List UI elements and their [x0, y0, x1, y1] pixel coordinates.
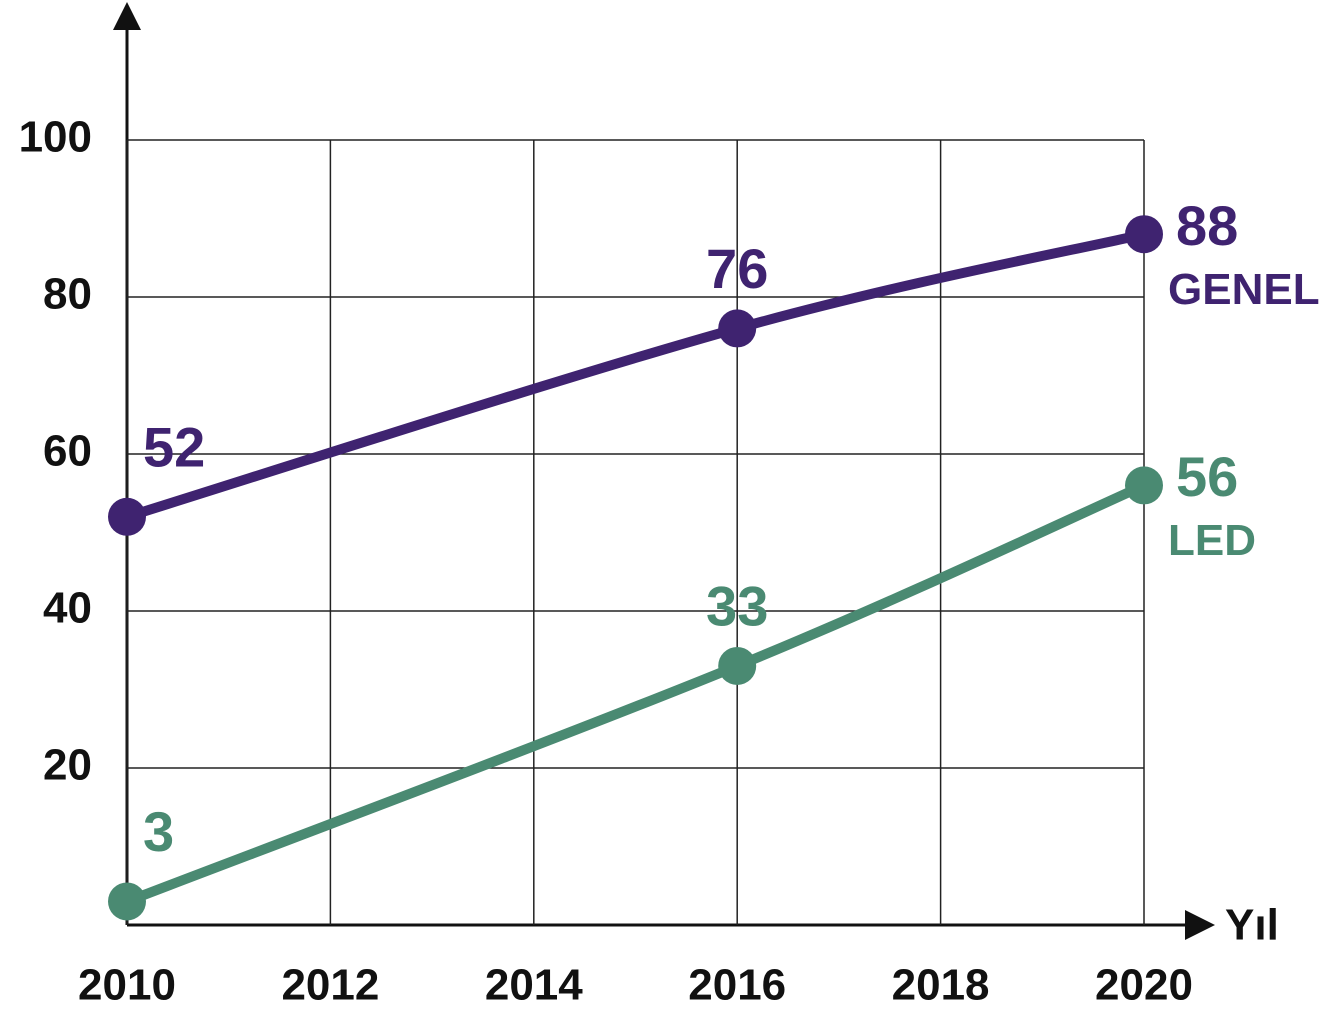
data-point — [1125, 215, 1163, 254]
data-label: 88 — [1176, 194, 1238, 257]
y-tick-label: 100 — [19, 113, 92, 162]
x-tick-label: 2012 — [281, 961, 379, 1010]
x-tick-label: 2010 — [78, 961, 176, 1010]
data-label: 3 — [143, 800, 174, 863]
x-tick-label: 2014 — [485, 961, 583, 1010]
y-tick-label: 40 — [43, 584, 92, 633]
y-tick-label: 20 — [43, 741, 92, 790]
data-point — [108, 497, 146, 536]
data-point — [718, 309, 757, 348]
x-axis-label: Yıl — [1225, 901, 1279, 950]
series-label: LED — [1168, 516, 1256, 565]
data-label: 52 — [143, 416, 205, 479]
series-line — [122, 229, 1149, 522]
y-tick-label: 60 — [43, 427, 92, 476]
data-label: 33 — [706, 575, 768, 638]
x-axis-arrow — [1185, 910, 1215, 940]
x-tick-label: 2016 — [688, 961, 786, 1010]
data-point — [1125, 466, 1163, 505]
series-label: GENEL — [1168, 265, 1320, 314]
y-axis-arrow — [113, 2, 141, 30]
data-label: 56 — [1176, 445, 1238, 508]
series-line — [122, 480, 1149, 907]
x-tick-label: 2018 — [892, 961, 990, 1010]
data-point — [108, 882, 146, 921]
data-point — [718, 646, 757, 685]
data-label: 76 — [706, 237, 768, 300]
y-tick-label: 80 — [43, 270, 92, 319]
x-tick-label: 2020 — [1095, 961, 1193, 1010]
